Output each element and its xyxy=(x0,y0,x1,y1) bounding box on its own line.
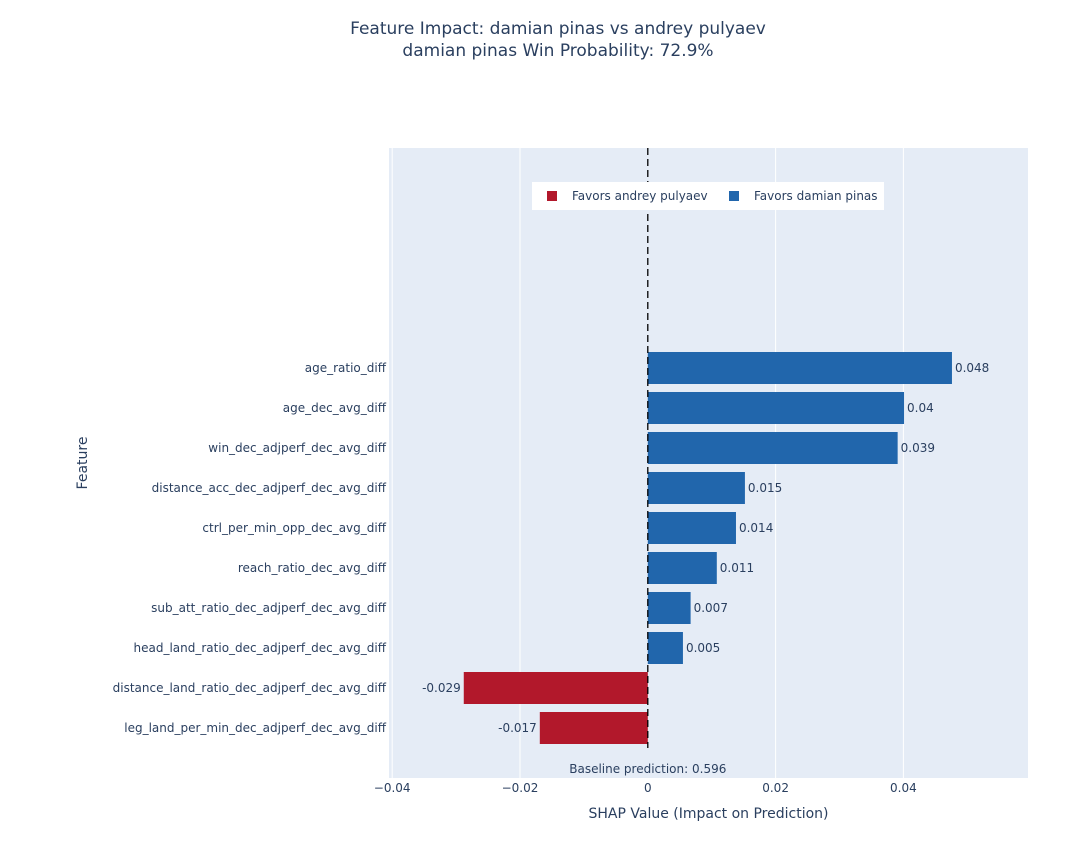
bar[interactable] xyxy=(647,592,691,624)
baseline-annotation: Baseline prediction: 0.596 xyxy=(569,762,726,776)
x-tick-label: 0.02 xyxy=(762,781,789,795)
legend-label[interactable]: Favors andrey pulyaev xyxy=(572,189,708,203)
y-tick-label: leg_land_per_min_dec_adjperf_dec_avg_dif… xyxy=(124,721,386,735)
data-label: 0.007 xyxy=(694,601,728,615)
data-label: 0.011 xyxy=(720,561,754,575)
data-label: 0.04 xyxy=(907,401,934,415)
y-tick-label: sub_att_ratio_dec_adjperf_dec_avg_diff xyxy=(151,601,387,615)
data-label: 0.039 xyxy=(901,441,935,455)
bar[interactable] xyxy=(647,632,683,664)
bar[interactable] xyxy=(539,712,648,744)
data-label: -0.017 xyxy=(498,721,537,735)
x-tick-label: −0.04 xyxy=(374,781,411,795)
y-tick-label: age_dec_avg_diff xyxy=(283,401,387,415)
data-label: -0.029 xyxy=(422,681,461,695)
data-label: 0.048 xyxy=(955,361,989,375)
bar[interactable] xyxy=(647,472,745,504)
legend-swatch[interactable] xyxy=(547,191,557,201)
y-tick-label: ctrl_per_min_opp_dec_avg_diff xyxy=(202,521,386,535)
y-tick-label: reach_ratio_dec_avg_diff xyxy=(238,561,387,575)
y-tick-label: head_land_ratio_dec_adjperf_dec_avg_diff xyxy=(134,641,387,655)
y-tick-label: distance_acc_dec_adjperf_dec_avg_diff xyxy=(152,481,387,495)
x-tick-labels: −0.04 −0.02 0 0.02 0.04 xyxy=(374,781,917,795)
x-axis-title: SHAP Value (Impact on Prediction) xyxy=(588,806,828,822)
x-tick-label: 0.04 xyxy=(890,781,917,795)
chart-subtitle: damian pinas Win Probability: 72.9% xyxy=(402,41,714,61)
bar[interactable] xyxy=(647,512,736,544)
bar[interactable] xyxy=(647,432,898,464)
bar[interactable] xyxy=(647,552,717,584)
data-label: 0.014 xyxy=(739,521,773,535)
y-axis-title: Feature xyxy=(75,437,91,490)
bars xyxy=(463,352,952,744)
legend-swatch[interactable] xyxy=(729,191,739,201)
legend[interactable]: Favors andrey pulyaev Favors damian pinas xyxy=(532,182,884,210)
legend-box xyxy=(532,182,884,210)
data-label: 0.005 xyxy=(686,641,720,655)
bar[interactable] xyxy=(647,392,905,424)
y-tick-label: win_dec_adjperf_dec_avg_diff xyxy=(208,441,386,455)
value-labels: 0.048 0.04 0.039 0.015 0.014 0.011 0.007 0.005 -… xyxy=(422,361,989,735)
y-tick-label: distance_land_ratio_dec_adjperf_dec_avg_… xyxy=(113,681,387,695)
chart-title: Feature Impact: damian pinas vs andrey p… xyxy=(350,19,766,39)
data-label: 0.015 xyxy=(748,481,782,495)
x-tick-label: 0 xyxy=(644,781,652,795)
y-tick-label: age_ratio_diff xyxy=(305,361,387,375)
bar[interactable] xyxy=(463,672,648,704)
legend-label[interactable]: Favors damian pinas xyxy=(754,189,878,203)
y-tick-labels: age_ratio_diff age_dec_avg_diff win_dec_ad… xyxy=(113,361,387,735)
bar[interactable] xyxy=(647,352,952,384)
x-tick-label: −0.02 xyxy=(502,781,539,795)
chart-title-block: Feature Impact: damian pinas vs andrey p… xyxy=(0,18,1087,62)
